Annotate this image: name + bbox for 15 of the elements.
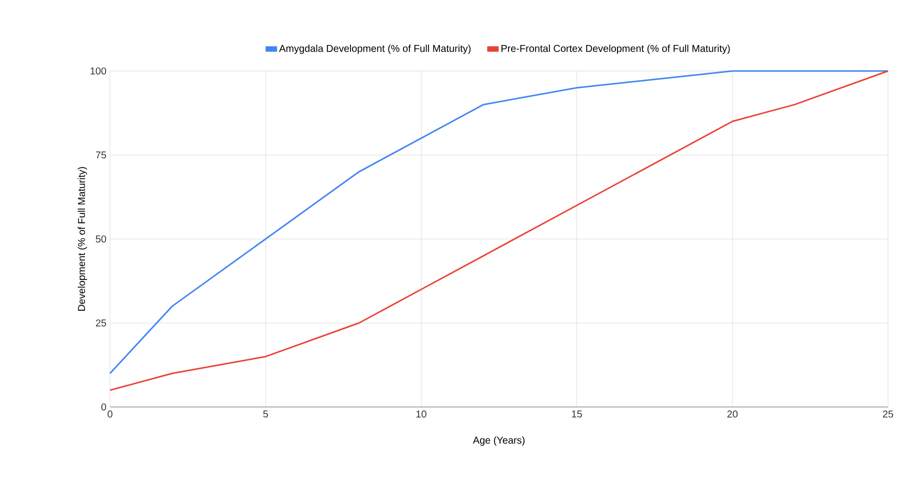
x-tick-label: 10 — [416, 410, 426, 418]
x-axis-title: Age (Years) — [472, 436, 525, 446]
legend-label: Pre-Frontal Cortex Development (% of Full Maturity) — [501, 44, 730, 54]
y-tick-label: 0 — [101, 403, 106, 411]
y-tick-label: 25 — [96, 319, 106, 327]
x-tick-label: 0 — [108, 410, 112, 418]
y-tick-label: 100 — [90, 67, 106, 75]
y-tick-label: 75 — [96, 152, 106, 158]
y-axis-title: Development (% of Full Maturity) — [78, 167, 88, 311]
x-tick-label: 25 — [882, 410, 894, 418]
x-tick-label: 20 — [727, 410, 738, 418]
x-tick-label: 5 — [263, 410, 268, 418]
x-tick-label: 15 — [572, 410, 582, 418]
legend-label: Amygdala Development (% of Full Maturity) — [279, 44, 471, 54]
y-tick-label: 50 — [96, 235, 106, 243]
